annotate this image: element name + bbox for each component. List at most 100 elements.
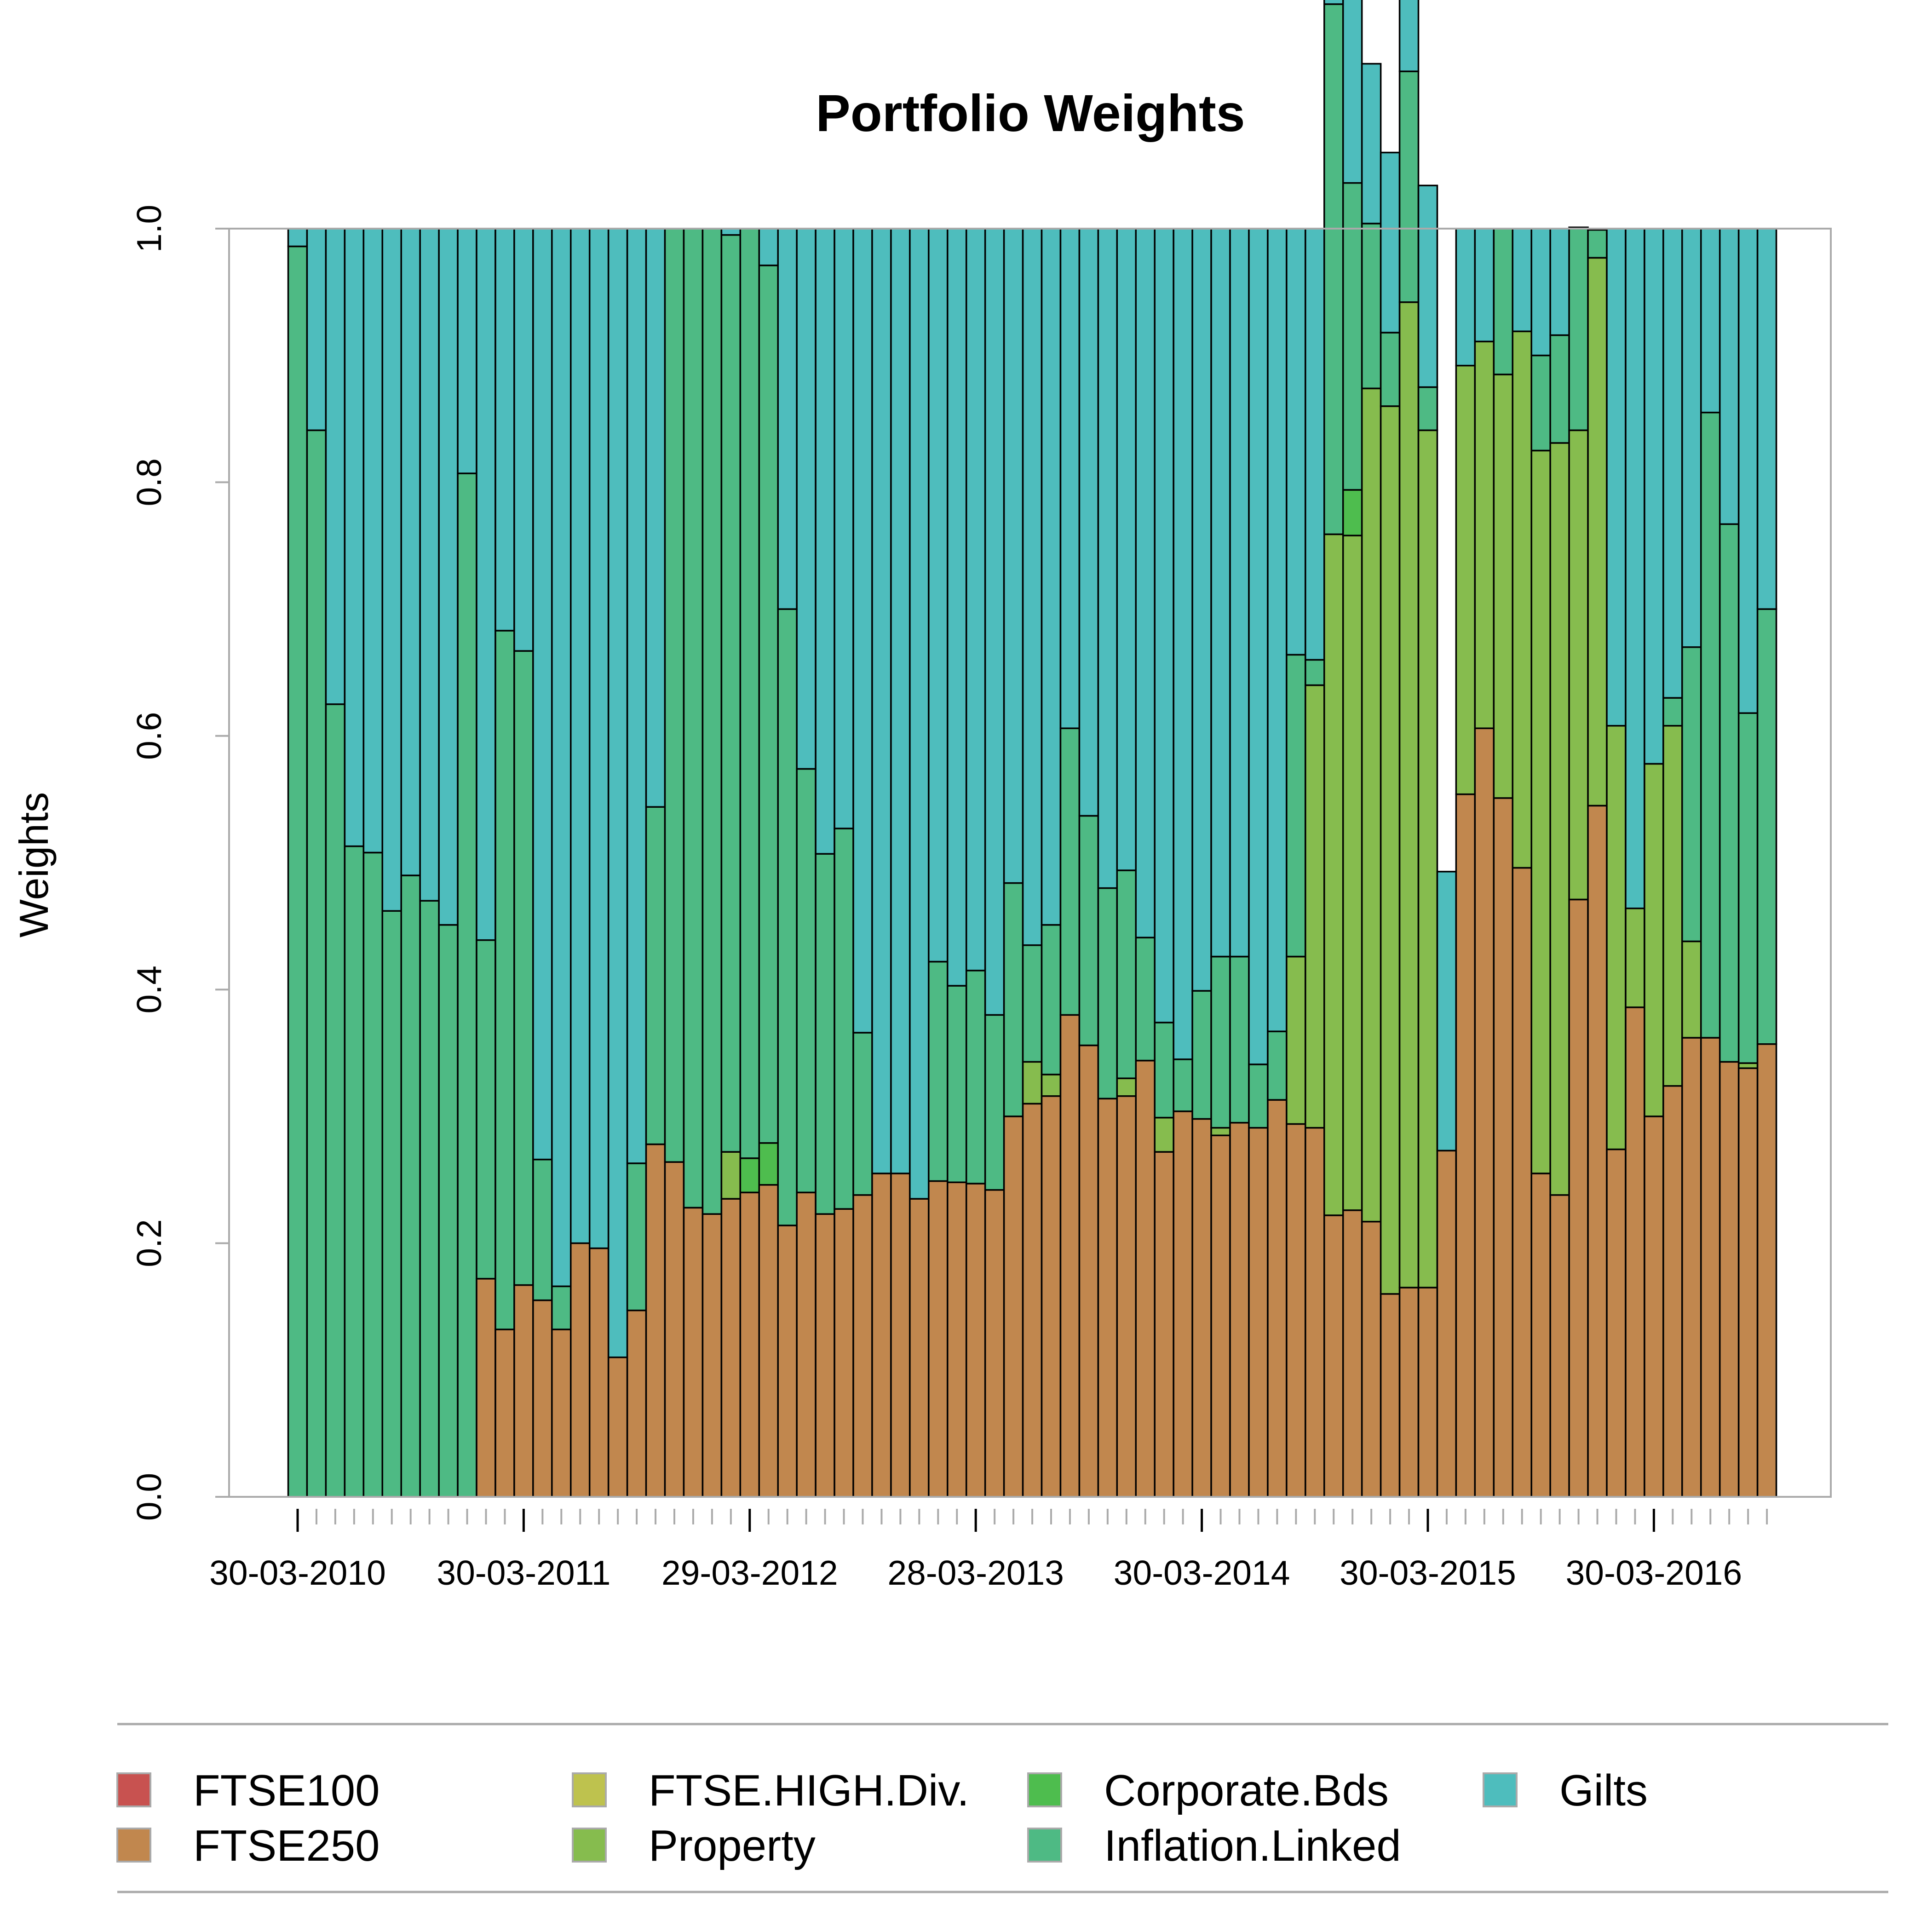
bar-segment-inflation-linked-53 — [1267, 1030, 1288, 1101]
bar-segment-inflation-linked-55 — [1305, 659, 1325, 686]
bar-segment-ftse250-74 — [1662, 1085, 1683, 1498]
bar-segment-inflation-linked-54 — [1286, 654, 1306, 958]
bar-segment-property-75 — [1681, 940, 1702, 1039]
bar-segment-gilts-45 — [1116, 228, 1137, 871]
bar-segment-ftse250-28 — [796, 1191, 816, 1498]
bar-segment-gilts-14 — [532, 228, 553, 1161]
bar-segment-gilts-77 — [1719, 228, 1740, 525]
bar-segment-ftse250-15 — [551, 1328, 572, 1498]
bar-segment-inflation-linked-52 — [1248, 1064, 1269, 1129]
bar-segment-inflation-linked-77 — [1719, 523, 1740, 1063]
bar-segment-gilts-75 — [1681, 228, 1702, 648]
bar-segment-gilts-20 — [645, 228, 666, 808]
bar-segment-property-57 — [1342, 535, 1363, 1211]
bar-segment-property-50 — [1210, 1127, 1231, 1136]
bar-segment-ftse250-46 — [1135, 1059, 1156, 1498]
bar-segment-ftse250-16 — [570, 1242, 591, 1498]
bar-segment-gilts-10 — [457, 228, 477, 474]
bar-segment-inflation-linked-15 — [551, 1285, 572, 1330]
bar-segment-inflation-linked-47 — [1154, 1022, 1174, 1119]
bar-segment-gilts-8 — [419, 228, 440, 902]
bar-segment-property-60 — [1398, 301, 1420, 1288]
bar-segment-inflation-linked-14 — [532, 1158, 553, 1301]
bar-segment-gilts-63 — [1455, 228, 1476, 367]
bar-segment-inflation-linked-10 — [457, 472, 477, 1498]
bar-segment-ftse250-21 — [664, 1161, 685, 1498]
bar-segment-ftse250-61 — [1417, 1287, 1438, 1498]
bar-segment-ftse250-50 — [1210, 1134, 1231, 1498]
bar-segment-ftse250-53 — [1267, 1099, 1288, 1498]
bar-segment-ftse250-11 — [476, 1278, 496, 1498]
bar-segment-property-59 — [1380, 405, 1401, 1295]
bar-segment-ftse250-48 — [1173, 1110, 1193, 1498]
bar-segment-property-54 — [1286, 955, 1306, 1125]
bar-segment-ftse250-66 — [1512, 867, 1532, 1498]
x-axis: 30-03-2010 30-03-2011 29-03-2012 28-03-2013… — [209, 1509, 1768, 1592]
bar-segment-gilts-53 — [1267, 228, 1288, 1032]
bar-segment-ftse250-77 — [1719, 1061, 1740, 1498]
bar-segment-ftse250-63 — [1455, 793, 1476, 1498]
bar-segment-gilts-29 — [815, 228, 835, 855]
bar-segment-ftse250-57 — [1342, 1209, 1363, 1498]
bar-segment-gilts-47 — [1154, 228, 1174, 1024]
bar-segment-gilts-7 — [400, 228, 421, 876]
bar-segment-inflation-linked-79 — [1756, 608, 1777, 1045]
bar-segment-inflation-linked-39 — [1003, 882, 1024, 1117]
bar-segment-inflation-linked-1 — [287, 245, 308, 1498]
bar-segment-gilts-64 — [1474, 228, 1495, 343]
bar-segment-property-64 — [1474, 340, 1495, 729]
bar-segment-gilts-49 — [1191, 228, 1212, 992]
bar-segment-ftse250-19 — [626, 1309, 647, 1498]
x-tick-label: 30-03-2014 — [1114, 1553, 1290, 1592]
bar-segment-gilts-18 — [607, 228, 628, 1358]
bar-segment-property-45 — [1116, 1077, 1137, 1097]
bar-segment-ftse250-41 — [1041, 1095, 1062, 1498]
bar-segment-inflation-linked-56 — [1323, 3, 1344, 535]
bar-segment-gilts-68 — [1549, 228, 1570, 336]
bar-segment-ftse250-75 — [1681, 1037, 1702, 1498]
bar-segment-property-41 — [1041, 1074, 1062, 1097]
bar-segment-gilts-67 — [1530, 228, 1551, 356]
bar-segment-inflation-linked-23 — [702, 228, 723, 1215]
bar-segment-inflation-linked-4 — [344, 845, 365, 1498]
bar-segment-ftse250-24 — [720, 1198, 742, 1498]
legend-swatch-property — [572, 1828, 607, 1863]
bar-segment-inflation-linked-38 — [984, 1014, 1005, 1191]
bar-segment-gilts-19 — [626, 228, 647, 1164]
y-tick-label: 1.0 — [130, 205, 168, 253]
bar-segment-gilts-31 — [852, 228, 873, 1034]
bar-segment-ftse250-76 — [1700, 1037, 1721, 1498]
bar-segment-property-40 — [1022, 1061, 1043, 1105]
bar-segment-ftse250-59 — [1380, 1293, 1401, 1498]
bar-segment-gilts-36 — [947, 228, 967, 987]
bar-segment-gilts-33 — [890, 228, 911, 1174]
bar-segment-ftse250-36 — [947, 1181, 967, 1498]
bar-segment-ftse250-13 — [513, 1284, 534, 1498]
bar-segment-gilts-39 — [1003, 228, 1024, 884]
bar-segment-gilts-30 — [834, 228, 854, 829]
bar-segment-inflation-linked-26 — [758, 264, 779, 1144]
bar-segment-inflation-linked-44 — [1097, 887, 1118, 1100]
y-tick-label: 0.6 — [130, 712, 168, 760]
bar-segment-inflation-linked-78 — [1737, 712, 1759, 1064]
bar-segment-inflation-linked-27 — [777, 608, 798, 1226]
bar-segment-ftse250-26 — [758, 1184, 779, 1498]
bar-segment-ftse250-38 — [984, 1189, 1005, 1498]
bar-segment-ftse250-30 — [834, 1208, 854, 1498]
bar-segment-property-56 — [1323, 533, 1344, 1216]
y-tick-label: 0.4 — [130, 966, 168, 1013]
legend-label-corporate-bds: Corporate.Bds — [1104, 1766, 1389, 1815]
bar-segment-property-68 — [1549, 442, 1570, 1196]
bar-segment-inflation-linked-40 — [1022, 944, 1043, 1063]
bar-segment-ftse250-62 — [1436, 1150, 1457, 1498]
bar-segment-ftse250-35 — [928, 1180, 949, 1498]
bar-segment-inflation-linked-12 — [494, 630, 515, 1330]
bar-segment-gilts-16 — [570, 228, 591, 1244]
bar-segment-gilts-5 — [362, 228, 384, 854]
y-axis: 0.0 0.2 0.4 0.6 0.8 1.0 — [130, 205, 229, 1521]
bar-segment-property-66 — [1512, 330, 1532, 869]
bar-segment-ftse250-42 — [1059, 1014, 1081, 1498]
bar-segment-inflation-linked-59 — [1380, 332, 1401, 407]
legend-swatch-ftse100 — [116, 1772, 151, 1807]
legend-label-gilts: Gilts — [1559, 1766, 1648, 1815]
